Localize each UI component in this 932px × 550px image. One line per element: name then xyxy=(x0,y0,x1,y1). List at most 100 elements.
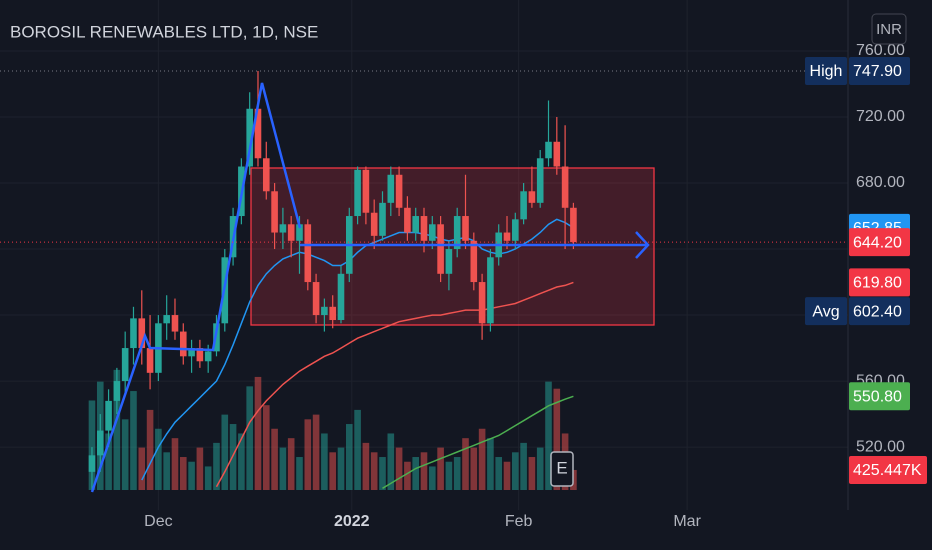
volume-bar xyxy=(321,433,328,490)
volume-bar xyxy=(536,447,544,490)
volume-bar xyxy=(287,438,295,490)
price-badge-label: 619.80 xyxy=(853,275,902,292)
candle-body xyxy=(262,158,270,192)
candle-body xyxy=(354,169,361,217)
volume-bar xyxy=(395,447,403,490)
currency-label[interactable]: INR xyxy=(876,21,902,38)
volume-bar xyxy=(520,442,527,490)
volume-bar xyxy=(312,414,320,490)
volume-bar xyxy=(188,461,195,490)
volume-bar xyxy=(437,447,444,490)
volume-bar xyxy=(495,457,503,490)
candle-body xyxy=(370,212,378,236)
candle-body xyxy=(487,257,494,324)
volume-bar xyxy=(279,447,287,490)
price-badge xyxy=(849,382,910,411)
price-badges: 747.90High652.85644.20619.80602.40Avg550… xyxy=(805,56,927,484)
volume-bar xyxy=(179,457,187,490)
volume-bar xyxy=(163,452,170,490)
chart-title: BOROSIL RENEWABLES LTD, 1D, NSE xyxy=(10,22,318,41)
badge-name: Avg xyxy=(812,303,839,320)
x-tick-label: Feb xyxy=(505,513,533,530)
candle-body xyxy=(88,455,96,472)
candle-body xyxy=(254,108,262,159)
volume-bar xyxy=(345,424,353,490)
volume-bar xyxy=(213,442,220,490)
currency-button[interactable] xyxy=(871,13,907,45)
volume-bar xyxy=(362,442,370,490)
volume-bar xyxy=(254,376,262,490)
candle-body xyxy=(420,216,428,241)
volume-bar xyxy=(354,409,361,490)
ma-line xyxy=(215,281,574,488)
candle-body xyxy=(478,282,486,324)
candle-body xyxy=(520,191,527,220)
volume-bar xyxy=(138,447,146,490)
volume-bar xyxy=(262,405,270,490)
arrow-head xyxy=(635,231,650,259)
candle-body xyxy=(561,166,569,208)
candle-body xyxy=(321,306,328,316)
candle-body xyxy=(204,351,212,362)
candle-body xyxy=(329,306,336,321)
ma-line xyxy=(382,395,574,489)
candle-body xyxy=(296,224,303,241)
volume-bar xyxy=(113,369,121,490)
candle-body xyxy=(503,232,511,241)
volume-bar xyxy=(146,409,154,490)
volume-bar xyxy=(229,424,237,490)
volume-bar xyxy=(155,428,162,490)
candle-body xyxy=(304,224,312,283)
badge-name-bg xyxy=(805,56,847,85)
x-tick-label: Dec xyxy=(144,513,172,530)
candle-body xyxy=(570,207,577,243)
candle-body xyxy=(146,348,154,373)
volume-bar xyxy=(204,466,212,490)
volume-bar xyxy=(445,461,453,490)
candle-body xyxy=(528,191,536,203)
volume-bar xyxy=(503,461,511,490)
price-badge-label: 602.40 xyxy=(853,303,902,320)
volume-bar xyxy=(130,391,137,490)
y-tick-label: 720.00 xyxy=(856,108,905,125)
candle-body xyxy=(512,219,519,241)
candle-body xyxy=(412,216,419,233)
candle-body xyxy=(163,315,170,324)
volume-bar xyxy=(238,433,245,490)
candle-body xyxy=(462,216,469,241)
volume-bar xyxy=(246,386,253,490)
volume-bar xyxy=(470,447,478,490)
candle-body xyxy=(395,174,403,208)
candle-body xyxy=(470,240,478,283)
volume-bar xyxy=(453,457,461,490)
price-badge-label: 747.90 xyxy=(853,63,902,80)
price-badge xyxy=(849,297,910,326)
x-tick-label: Mar xyxy=(673,513,701,530)
candle-body xyxy=(246,108,253,167)
volume-bar xyxy=(478,428,486,490)
candle-body xyxy=(138,318,146,349)
volume-bar xyxy=(221,414,229,490)
candle-body xyxy=(287,224,295,241)
candle-body xyxy=(545,141,552,159)
volume-pane xyxy=(88,369,577,490)
candle-body xyxy=(379,202,386,236)
candle-body xyxy=(188,348,195,357)
badge-name: High xyxy=(810,63,843,80)
candle-body xyxy=(445,249,453,274)
volume-bar xyxy=(296,457,303,490)
candle-body xyxy=(271,191,278,233)
range-box xyxy=(250,167,655,326)
volume-bar xyxy=(271,428,278,490)
y-tick-label: 520.00 xyxy=(856,438,905,455)
candle-body xyxy=(437,224,444,274)
event-label[interactable]: E xyxy=(556,458,567,477)
price-badge-label: 644.20 xyxy=(853,234,902,251)
event-marker[interactable] xyxy=(550,451,574,487)
volume-bar xyxy=(553,388,561,490)
volume-bar xyxy=(370,452,378,490)
badge-name-bg xyxy=(805,297,847,326)
volume-bar xyxy=(462,438,469,490)
candle-body xyxy=(113,381,121,401)
